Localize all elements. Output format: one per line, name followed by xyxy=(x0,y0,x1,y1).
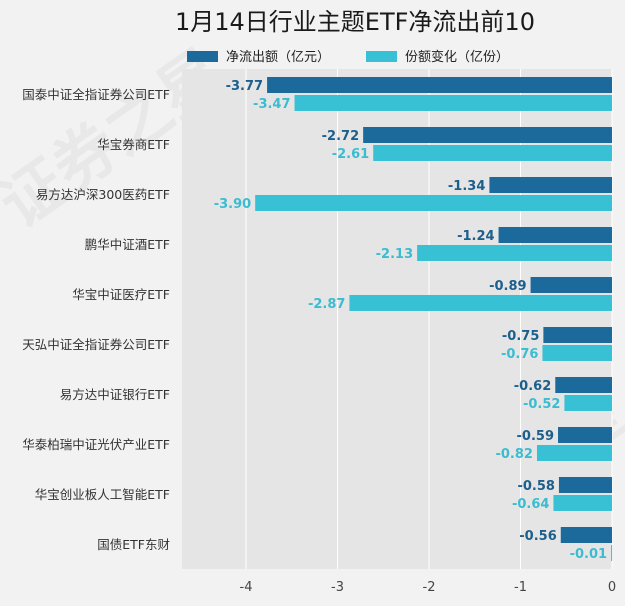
share-bar xyxy=(542,345,612,361)
share-bar xyxy=(349,295,612,311)
share-value-label: -2.13 xyxy=(376,247,413,262)
outflow-value-label: -0.59 xyxy=(517,429,554,444)
category-label: 华宝中证医疗ETF xyxy=(72,287,170,302)
outflow-bar xyxy=(363,127,612,143)
category-label: 易方达中证银行ETF xyxy=(60,387,170,402)
legend-label-share: 份额变化（亿份） xyxy=(405,49,509,65)
outflow-value-label: -0.89 xyxy=(489,279,526,294)
outflow-value-label: -0.62 xyxy=(514,379,551,394)
share-bar xyxy=(294,95,612,111)
share-bar xyxy=(611,545,613,561)
share-value-label: -0.52 xyxy=(523,397,560,412)
outflow-value-label: -0.75 xyxy=(502,329,539,344)
outflow-bar xyxy=(555,377,612,393)
bars: -3.77 -3.47 -2.72 -2.61 -1.34 -3.90 -1.24 -2.13… xyxy=(214,77,613,562)
outflow-value-label: -3.77 xyxy=(226,79,263,94)
x-tick-label: -2 xyxy=(423,580,436,595)
x-axis-ticks: -4 -3 -2 -1 0 xyxy=(240,580,617,595)
x-tick-label: -3 xyxy=(331,580,344,595)
outflow-value-label: -0.56 xyxy=(519,529,556,544)
outflow-bar xyxy=(560,527,612,543)
share-value-label: -0.82 xyxy=(495,447,532,462)
outflow-bar xyxy=(543,327,612,343)
legend-swatch-outflow xyxy=(187,51,218,62)
share-value-label: -0.76 xyxy=(501,347,538,362)
category-label: 华泰柏瑞中证光伏产业ETF xyxy=(22,437,170,452)
share-bar xyxy=(536,445,612,461)
category-label: 华宝创业板人工智能ETF xyxy=(35,487,170,502)
chart-title: 1月14日行业主题ETF净流出前10 xyxy=(175,8,535,36)
category-labels: 国泰中证全指证券公司ETF 华宝券商ETF 易方达沪深300医药ETF 鹏华中证酒ET… xyxy=(22,87,170,552)
category-label: 国泰中证全指证券公司ETF xyxy=(22,87,170,102)
legend-label-outflow: 净流出额（亿元） xyxy=(226,50,330,65)
share-bar xyxy=(255,195,613,211)
outflow-bar xyxy=(498,227,612,243)
category-label: 易方达沪深300医药ETF xyxy=(36,187,170,202)
outflow-bar xyxy=(489,177,612,193)
share-value-label: -0.01 xyxy=(570,547,607,562)
x-tick-label: 0 xyxy=(608,580,616,595)
x-tick-label: -4 xyxy=(240,580,253,595)
outflow-value-label: -1.34 xyxy=(448,179,485,194)
outflow-bar xyxy=(530,277,612,293)
outflow-value-label: -2.72 xyxy=(322,129,359,144)
category-label: 天弘中证全指证券公司ETF xyxy=(22,337,170,352)
outflow-bar xyxy=(558,477,612,493)
share-bar xyxy=(564,395,612,411)
category-label: 华宝券商ETF xyxy=(97,137,170,152)
outflow-bar xyxy=(558,427,612,443)
legend-swatch-share xyxy=(366,51,397,62)
outflow-bar xyxy=(267,77,612,93)
share-value-label: -2.87 xyxy=(308,297,345,312)
share-bar xyxy=(553,495,612,511)
share-bar xyxy=(417,245,612,261)
legend: 净流出额（亿元） 份额变化（亿份） xyxy=(187,49,509,65)
x-tick-label: -1 xyxy=(514,580,527,595)
share-value-label: -2.61 xyxy=(332,147,369,162)
share-value-label: -0.64 xyxy=(512,497,549,512)
share-value-label: -3.90 xyxy=(214,197,251,212)
category-label: 鹏华中证酒ETF xyxy=(85,237,170,252)
category-label: 国债ETF东财 xyxy=(97,537,170,552)
share-value-label: -3.47 xyxy=(253,97,290,112)
share-bar xyxy=(373,145,612,161)
outflow-value-label: -0.58 xyxy=(517,479,554,494)
outflow-value-label: -1.24 xyxy=(457,229,494,244)
